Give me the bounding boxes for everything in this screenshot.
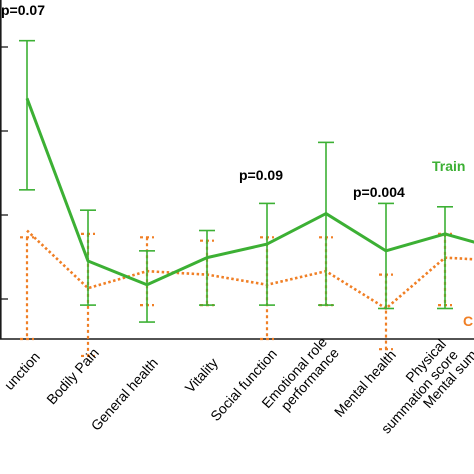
x-tick-label: Social function [207, 346, 280, 424]
x-tick-label-line: Bodily Pain [43, 345, 102, 408]
x-tick-label: Bodily Pain [43, 345, 102, 408]
p-value-annotation: p=0.004 [353, 184, 405, 200]
p-value-annotation: p=0.07 [1, 2, 45, 18]
x-tick-label: Mental health [331, 347, 399, 420]
x-tick-label-line: Vitality [182, 355, 221, 396]
x-tick-label-line: unction [1, 349, 43, 393]
x-tick-label-line: General health [88, 355, 161, 434]
x-tick-label: unction [1, 349, 43, 393]
series-label-trained: Train [432, 158, 465, 174]
x-tick-label-line: Mental health [331, 347, 399, 420]
series-label-control: C [463, 313, 473, 329]
series-line [26, 229, 474, 310]
series-trained [19, 39, 474, 323]
series-line [25, 97, 474, 287]
x-tick-label: Vitality [182, 355, 221, 396]
x-tick-label-line: Social function [207, 346, 280, 424]
p-value-annotation: p=0.09 [239, 167, 283, 183]
x-tick-label: General health [88, 355, 161, 434]
